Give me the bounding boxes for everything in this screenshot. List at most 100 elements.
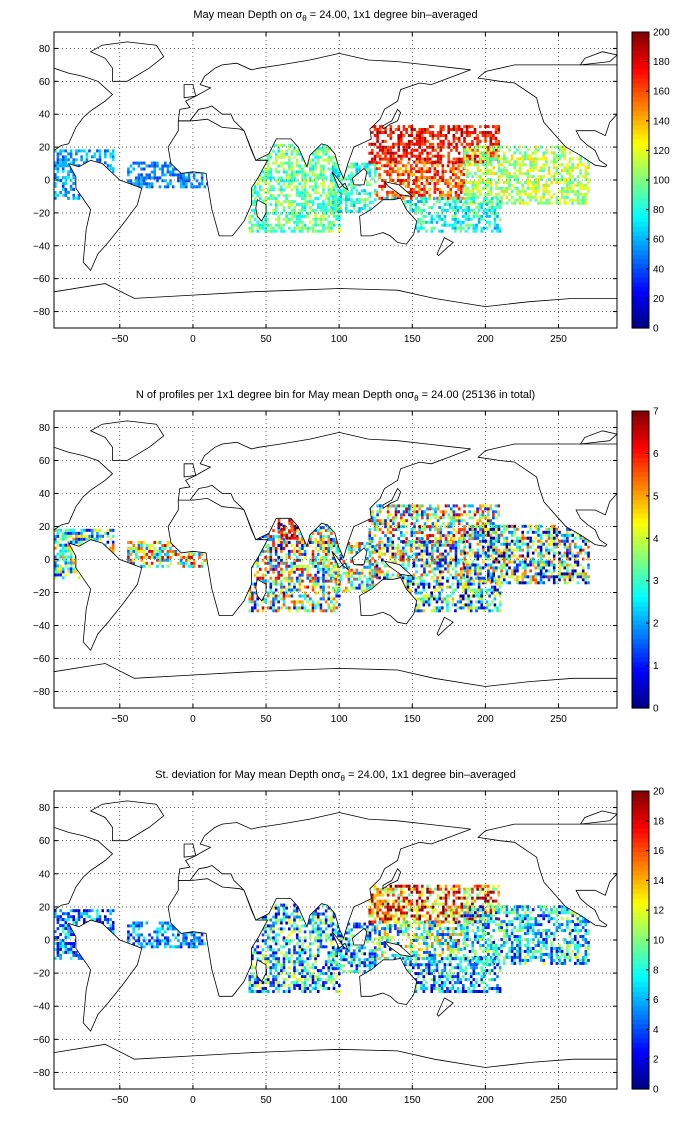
data-cell — [492, 569, 495, 573]
data-cell — [489, 534, 493, 538]
data-cell — [293, 173, 296, 177]
data-cell — [466, 569, 469, 573]
data-cell — [314, 223, 317, 227]
data-cell — [280, 203, 283, 206]
data-cell — [438, 573, 442, 577]
data-cell — [104, 149, 107, 153]
data-cell — [375, 190, 379, 194]
data-cell — [431, 558, 434, 562]
data-cell — [331, 556, 335, 560]
data-cell — [550, 175, 553, 179]
data-cell — [309, 197, 312, 201]
data-cell — [434, 516, 437, 520]
data-cell — [272, 547, 275, 550]
data-cell — [314, 211, 317, 215]
data-cell — [381, 157, 385, 161]
data-cell — [368, 565, 372, 569]
data-cell — [280, 223, 283, 227]
data-cell — [433, 173, 437, 177]
data-cell — [330, 211, 333, 215]
data-cell — [140, 555, 143, 559]
data-cell — [371, 177, 374, 181]
data-cell — [463, 560, 467, 564]
data-cell — [420, 564, 424, 568]
data-cell — [298, 600, 302, 604]
data-cell — [322, 541, 325, 544]
data-cell — [386, 164, 389, 168]
data-cell — [378, 154, 382, 158]
data-cell — [266, 182, 270, 186]
data-cell — [431, 131, 435, 134]
data-cell — [295, 158, 299, 162]
data-cell — [64, 158, 68, 162]
data-cell — [251, 203, 254, 206]
data-cell — [350, 545, 353, 548]
data-cell — [332, 538, 336, 541]
data-cell — [140, 541, 143, 544]
data-cell — [394, 190, 397, 194]
data-cell — [487, 530, 490, 534]
data-cell — [417, 217, 420, 221]
data-cell — [502, 575, 506, 579]
data-cell — [314, 220, 317, 224]
data-cell — [339, 574, 343, 578]
data-cell — [468, 545, 472, 549]
data-cell — [419, 197, 423, 201]
data-cell — [418, 131, 421, 134]
data-cell — [394, 513, 398, 517]
data-cell — [463, 189, 467, 193]
data-cell — [373, 528, 377, 532]
data-cell — [366, 583, 369, 587]
data-cell — [486, 528, 490, 532]
data-cell — [274, 597, 278, 601]
data-cell — [497, 551, 501, 555]
data-cell — [487, 151, 490, 155]
data-cell — [433, 540, 437, 544]
data-cell — [513, 542, 517, 546]
data-cell — [463, 566, 467, 570]
data-cell — [454, 223, 457, 227]
data-cell — [285, 588, 288, 592]
data-cell — [347, 165, 351, 169]
data-cell — [442, 139, 445, 143]
data-cell — [438, 555, 442, 559]
colorbar-tick-label: 100 — [653, 176, 670, 187]
data-cell — [150, 544, 154, 547]
data-cell — [463, 525, 466, 529]
data-cell — [433, 167, 437, 171]
data-cell — [190, 555, 193, 559]
coastline — [331, 171, 349, 192]
data-cell — [378, 576, 381, 580]
data-cell — [64, 561, 68, 565]
data-cell — [169, 541, 172, 544]
data-cell — [371, 522, 374, 526]
data-cell — [402, 564, 405, 568]
data-cell — [397, 128, 400, 131]
data-cell — [423, 549, 426, 553]
data-cell — [579, 192, 582, 196]
data-cell — [274, 558, 278, 562]
data-cell — [529, 166, 532, 170]
data-cell — [347, 550, 351, 554]
data-cell — [425, 558, 429, 562]
data-cell — [497, 128, 500, 131]
data-cell — [368, 545, 372, 548]
data-cell — [459, 164, 463, 168]
data-cell — [447, 142, 450, 146]
data-cell — [389, 128, 393, 131]
data-cell — [513, 566, 517, 570]
data-cell — [375, 573, 379, 577]
data-cell — [423, 525, 427, 529]
data-cell — [259, 194, 262, 198]
data-cell — [426, 157, 429, 161]
data-cell — [418, 531, 421, 535]
data-cell — [282, 200, 286, 204]
data-cell — [404, 164, 408, 168]
data-cell — [443, 197, 447, 201]
data-cell — [402, 513, 406, 517]
data-cell — [327, 579, 331, 583]
data-cell — [550, 151, 553, 155]
data-cell — [301, 179, 304, 183]
data-cell — [423, 561, 426, 565]
data-cell — [529, 198, 532, 202]
